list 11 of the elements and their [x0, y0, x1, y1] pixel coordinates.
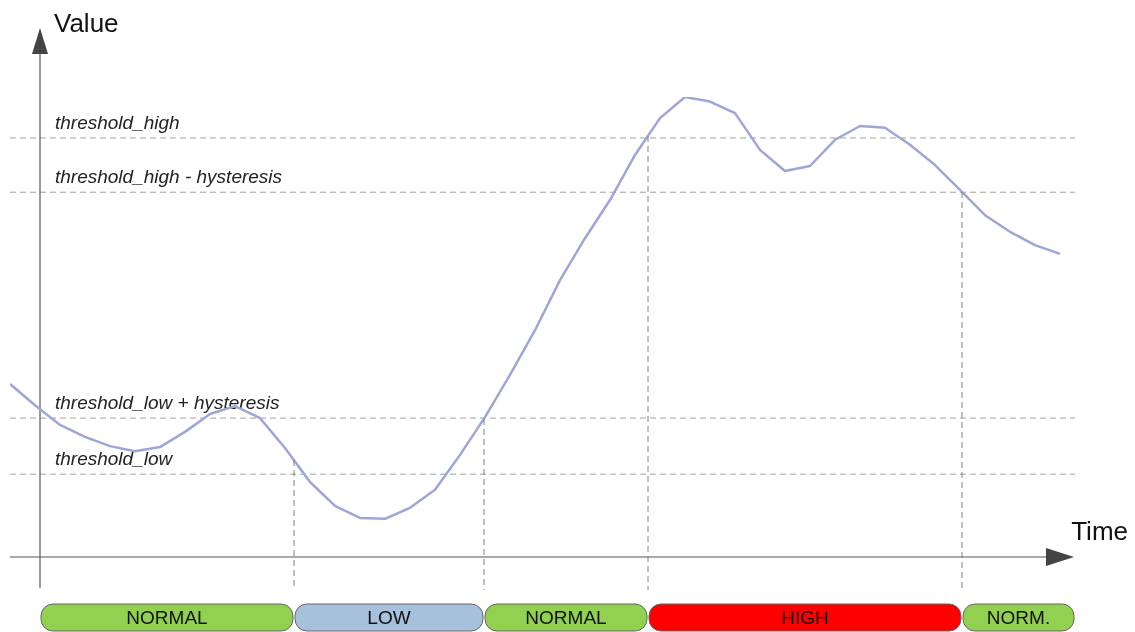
ref-line-label: threshold_low + hysteresis [55, 391, 280, 413]
text: HIGH [781, 606, 829, 628]
text: LOW [367, 606, 411, 628]
y-axis-title: Value [54, 8, 119, 38]
ref-line-label: threshold_high - hysteresis [55, 166, 283, 187]
text: NORMAL [126, 606, 208, 628]
ref-line-label: threshold_low [55, 447, 174, 469]
x-axis-title: Time [1071, 516, 1128, 546]
ref-line-label: threshold_high [55, 111, 180, 133]
text: NORMAL [525, 606, 607, 628]
text: NORM. [986, 606, 1051, 628]
